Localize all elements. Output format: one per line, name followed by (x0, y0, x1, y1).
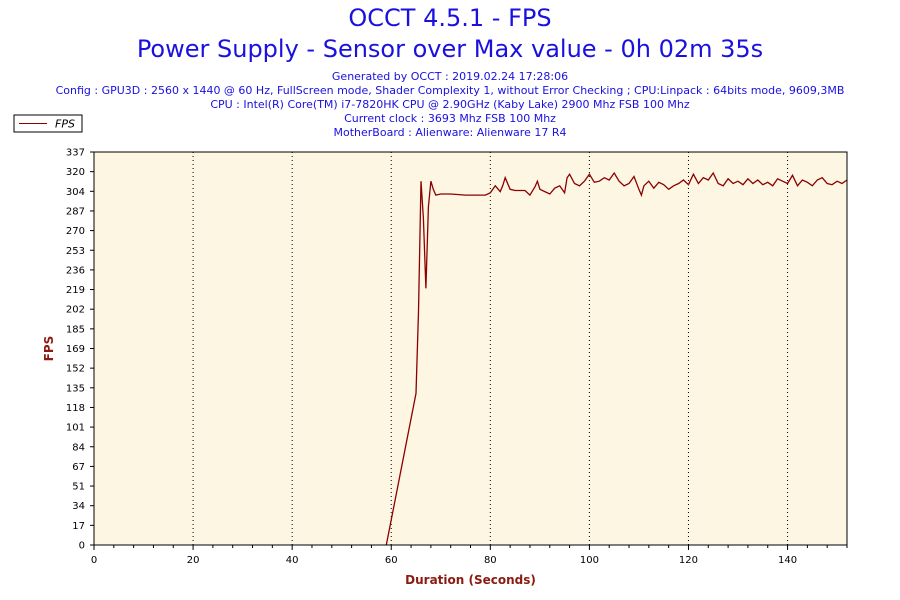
y-tick-label: 202 (66, 305, 85, 316)
config-info: Config : GPU3D : 2560 x 1440 @ 60 Hz, Fu… (55, 84, 845, 97)
y-tick-label: 270 (66, 226, 85, 237)
y-tick-label: 101 (66, 423, 85, 434)
y-axis: 0 17 34 51 67 84 101 118 135 152 169 185 202 219 236 25… (66, 148, 94, 552)
x-tick-label: 140 (778, 555, 797, 566)
legend-label-fps: FPS (55, 118, 75, 131)
y-tick-label: 287 (66, 206, 85, 217)
y-tick-label: 169 (66, 344, 85, 355)
y-tick-label: 219 (66, 285, 85, 296)
y-tick-label: 337 (66, 148, 85, 159)
x-tick-label: 80 (484, 555, 497, 566)
y-tick-label: 51 (72, 482, 85, 493)
grid-lines (192, 152, 789, 545)
y-tick-label: 0 (79, 541, 85, 552)
fps-series-line (385, 171, 848, 546)
y-tick-label: 67 (72, 462, 85, 473)
legend-box (13, 114, 83, 133)
chart-title: OCCT 4.5.1 - FPS (348, 4, 552, 32)
y-tick-label: 84 (72, 442, 85, 453)
x-axis: 0 20 40 60 80 100 120 140 (91, 545, 848, 566)
y-axis-label: FPS (42, 336, 56, 362)
x-tick-label: 60 (385, 555, 398, 566)
y-tick-label: 253 (66, 246, 85, 257)
x-tick-label: 0 (91, 555, 97, 566)
y-tick-label: 17 (72, 521, 85, 532)
x-tick-label: 20 (187, 555, 200, 566)
chart-subtitle: Power Supply - Sensor over Max value - 0… (136, 35, 764, 63)
y-tick-label: 320 (66, 167, 85, 178)
cpu-info: CPU : Intel(R) Core(TM) i7-7820HK CPU @ … (210, 98, 690, 111)
y-tick-label: 118 (66, 403, 85, 414)
x-tick-label: 40 (286, 555, 299, 566)
y-tick-label: 152 (66, 364, 85, 375)
y-tick-label: 135 (66, 383, 85, 394)
legend: FPS (13, 114, 83, 133)
x-axis-label: Duration (Seconds) (405, 573, 536, 587)
y-tick-label: 304 (66, 187, 85, 198)
clock-info: Current clock : 3693 Mhz FSB 100 Mhz (344, 112, 556, 125)
y-tick-label: 34 (72, 501, 85, 512)
plot-area (94, 152, 847, 545)
plot-frame (93, 151, 848, 546)
y-tick-label: 185 (66, 324, 85, 335)
y-tick-label: 236 (66, 265, 85, 276)
x-tick-label: 120 (679, 555, 698, 566)
generated-info: Generated by OCCT : 2019.02.24 17:28:06 (331, 70, 569, 83)
x-tick-label: 100 (580, 555, 599, 566)
motherboard-info: MotherBoard : Alienware: Alienware 17 R4 (333, 126, 567, 139)
